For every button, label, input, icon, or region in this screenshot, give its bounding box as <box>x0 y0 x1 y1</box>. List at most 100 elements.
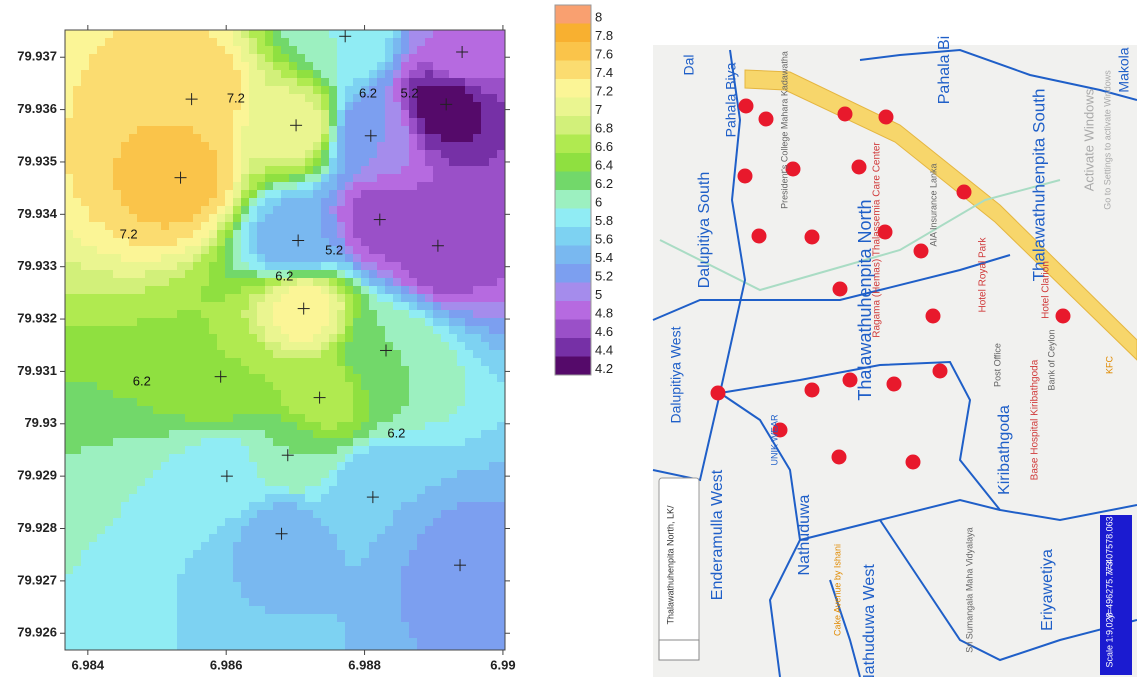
contour-cell <box>273 206 282 215</box>
contour-cell <box>449 470 458 479</box>
contour-cell <box>225 262 234 271</box>
contour-cell <box>425 54 434 63</box>
contour-cell <box>289 582 298 591</box>
contour-cell <box>337 446 346 455</box>
contour-cell <box>65 590 74 599</box>
contour-cell <box>265 502 274 511</box>
contour-cell <box>385 638 394 647</box>
contour-cell <box>361 334 370 343</box>
contour-cell <box>297 310 306 319</box>
contour-cell <box>81 558 90 567</box>
contour-cell <box>449 478 458 487</box>
contour-cell <box>305 366 314 375</box>
contour-cell <box>73 78 82 87</box>
contour-cell <box>145 470 154 479</box>
contour-cell <box>257 446 266 455</box>
contour-cell <box>385 542 394 551</box>
contour-cell <box>65 430 74 439</box>
contour-cell <box>369 62 378 71</box>
contour-cell <box>281 606 290 615</box>
contour-cell <box>169 222 178 231</box>
contour-cell <box>113 134 122 143</box>
contour-cell <box>425 454 434 463</box>
contour-cell <box>361 494 370 503</box>
contour-cell <box>185 134 194 143</box>
contour-cell <box>89 126 98 135</box>
contour-cell <box>313 174 322 183</box>
contour-cell <box>449 222 458 231</box>
contour-cell <box>353 206 362 215</box>
contour-cell <box>129 502 138 511</box>
contour-cell <box>169 62 178 71</box>
contour-cell <box>73 206 82 215</box>
map-label: Cake Avenue by Ishani <box>832 544 842 636</box>
contour-cell <box>201 590 210 599</box>
contour-cell <box>241 454 250 463</box>
contour-cell <box>265 374 274 383</box>
contour-cell <box>353 326 362 335</box>
contour-cell <box>305 486 314 495</box>
contour-cell <box>441 342 450 351</box>
contour-cell <box>185 638 194 647</box>
contour-cell <box>153 126 162 135</box>
contour-cell <box>337 438 346 447</box>
contour-cell <box>105 262 114 271</box>
contour-cell <box>497 150 506 159</box>
contour-cell <box>121 438 130 447</box>
contour-cell <box>337 638 346 647</box>
contour-cell <box>81 198 90 207</box>
contour-cell <box>233 206 242 215</box>
contour-cell <box>177 398 186 407</box>
contour-cell <box>465 350 474 359</box>
contour-cell <box>129 534 138 543</box>
contour-cell <box>65 606 74 615</box>
contour-cell <box>65 38 74 47</box>
contour-cell <box>409 126 418 135</box>
contour-cell <box>233 342 242 351</box>
contour-cell <box>65 454 74 463</box>
contour-cell <box>217 406 226 415</box>
contour-cell <box>217 542 226 551</box>
contour-cell <box>65 334 74 343</box>
contour-cell <box>393 366 402 375</box>
contour-cell <box>457 230 466 239</box>
contour-cell <box>73 174 82 183</box>
contour-cell <box>497 470 506 479</box>
map-label: Base Hospital Kiribathgoda <box>1030 359 1041 480</box>
contour-cell <box>425 86 434 95</box>
contour-cell <box>89 494 98 503</box>
contour-cell <box>89 566 98 575</box>
contour-cell <box>193 494 202 503</box>
contour-cell <box>161 46 170 55</box>
contour-cell <box>145 246 154 255</box>
contour-cell <box>361 134 370 143</box>
contour-cell <box>425 374 434 383</box>
contour-cell <box>409 454 418 463</box>
contour-cell <box>73 534 82 543</box>
contour-cell <box>265 238 274 247</box>
contour-cell <box>449 230 458 239</box>
contour-cell <box>377 502 386 511</box>
contour-cell <box>129 182 138 191</box>
contour-cell <box>129 558 138 567</box>
contour-cell <box>393 622 402 631</box>
contour-cell <box>257 382 266 391</box>
contour-cell <box>321 326 330 335</box>
contour-cell <box>65 526 74 535</box>
contour-cell <box>417 302 426 311</box>
contour-cell <box>433 350 442 359</box>
contour-cell <box>265 366 274 375</box>
contour-cell <box>81 78 90 87</box>
contour-cell <box>217 446 226 455</box>
contour-cell <box>281 110 290 119</box>
contour-cell <box>241 134 250 143</box>
contour-cell <box>393 342 402 351</box>
contour-cell <box>233 318 242 327</box>
contour-cell <box>169 486 178 495</box>
contour-cell <box>113 46 122 55</box>
contour-cell <box>361 526 370 535</box>
contour-cell <box>129 630 138 639</box>
contour-cell <box>113 622 122 631</box>
contour-cell <box>249 358 258 367</box>
zoom-buttons[interactable] <box>659 640 699 660</box>
